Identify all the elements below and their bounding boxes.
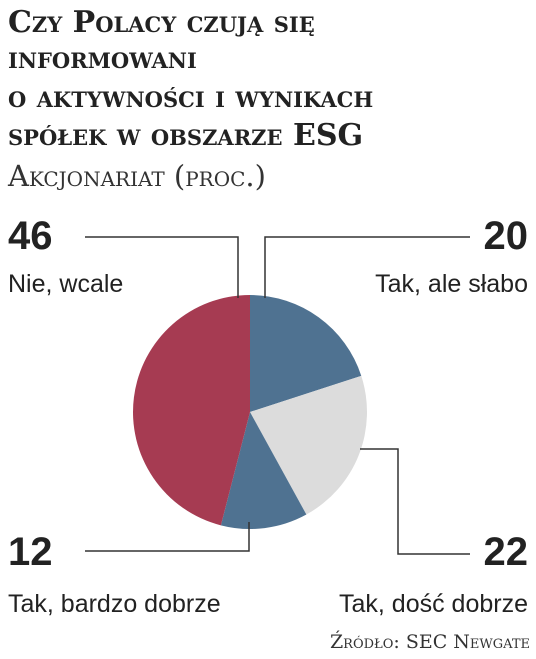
pie-slice [220,412,307,529]
value-label: 20 [484,214,529,258]
category-label: Nie, wcale [8,270,123,298]
title-line: o aktywności i wynikach [8,80,373,115]
leader-line [264,236,470,298]
pie-slice [133,295,250,526]
pie-slice [250,295,362,412]
title-line: spółek w obszarze ESG [8,118,363,153]
subtitle: Akcjonariat (proc.) [7,159,266,193]
value-label: 22 [484,530,529,574]
category-label: Tak, bardzo dobrze [8,590,221,618]
leader-line [360,448,470,555]
leader-lines [85,236,470,555]
value-label: 12 [8,530,53,574]
category-label: Tak, dość dobrze [339,590,528,618]
value-label: 46 [8,214,53,258]
leader-line [85,236,239,298]
title-line: Czy Polacy czują się [8,5,315,40]
source: Źródło: SEC Newgate [330,630,530,653]
pie-slice [250,375,368,515]
leader-line [85,522,250,552]
category-label: Tak, ale słabo [375,270,528,298]
title-line: informowani [8,41,197,76]
